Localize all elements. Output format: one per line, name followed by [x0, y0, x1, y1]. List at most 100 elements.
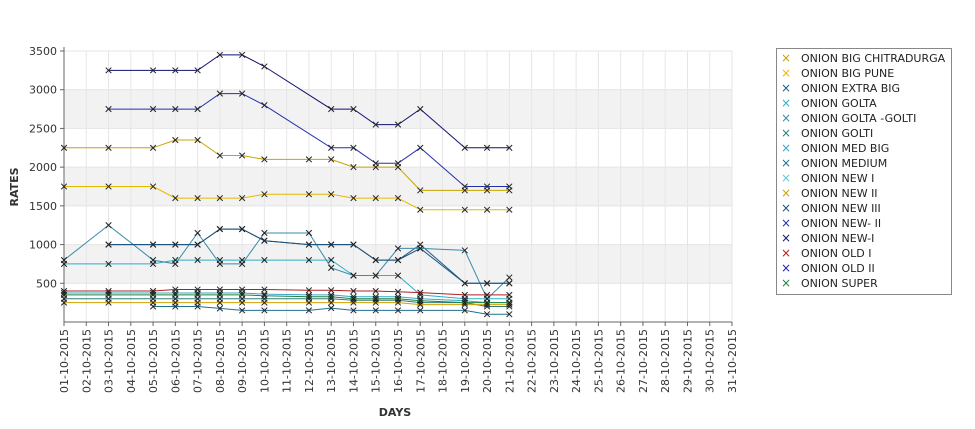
x-tick-label: 15-10-2015 [370, 329, 383, 393]
data-point-marker [394, 295, 402, 302]
data-point-marker [350, 307, 357, 314]
data-point-marker [328, 241, 335, 248]
data-point-marker [216, 225, 224, 233]
data-point-marker [194, 229, 201, 237]
x-tick-label: 13-10-2015 [325, 329, 338, 393]
legend-item: × ONION SUPER [777, 276, 951, 291]
legend-item: × ONION OLD I [777, 246, 951, 261]
data-point-marker [149, 241, 157, 248]
data-point-marker [305, 256, 313, 264]
data-point-marker [328, 191, 335, 198]
data-point-marker [105, 260, 112, 268]
data-point-marker [305, 229, 313, 237]
data-point-marker [305, 293, 313, 300]
data-point-marker [394, 256, 402, 264]
data-point-marker [461, 291, 468, 299]
data-point-marker [483, 206, 491, 213]
data-point-marker [483, 280, 491, 287]
legend-marker-icon: × [780, 216, 792, 230]
data-point-marker [394, 194, 402, 202]
data-point-marker [261, 229, 268, 237]
legend-marker-icon: × [780, 201, 792, 215]
data-point-marker [60, 144, 68, 151]
x-tick-label: 27-10-2015 [637, 329, 650, 393]
data-point-marker [350, 295, 357, 302]
data-point-marker [149, 144, 157, 151]
data-point-marker [350, 144, 357, 151]
legend-marker-icon: × [780, 66, 792, 80]
data-point-marker [238, 307, 246, 314]
x-tick-label: 07-10-2015 [192, 329, 205, 393]
data-point-marker [394, 288, 402, 295]
series-group [60, 222, 513, 302]
data-point-marker [372, 295, 379, 302]
legend-label: ONION NEW- II [801, 217, 882, 230]
data-point-marker [394, 307, 402, 314]
legend-label: ONION NEW I [801, 172, 875, 185]
data-point-marker [461, 299, 468, 306]
legend-marker-icon: × [780, 81, 792, 95]
data-point-marker [194, 286, 201, 293]
data-point-marker [483, 144, 491, 151]
data-point-marker [483, 291, 491, 299]
data-point-marker [372, 287, 379, 295]
legend-item: × ONION GOLTA [777, 96, 951, 111]
data-point-marker [172, 136, 179, 144]
series-lines [60, 51, 513, 318]
legend-item: × ONION GOLTA -GOLTI [777, 111, 951, 126]
series-group [60, 286, 513, 299]
data-point-marker [417, 144, 424, 151]
x-tick-label: 10-10-2015 [258, 329, 271, 393]
data-point-marker [261, 191, 268, 198]
data-point-marker [105, 291, 112, 299]
data-point-marker [506, 206, 513, 213]
data-point-marker [461, 307, 468, 314]
data-point-marker [394, 272, 402, 279]
data-point-marker [261, 292, 268, 299]
legend-marker-icon: × [780, 261, 792, 275]
legend-label: ONION EXTRA BIG [801, 82, 901, 95]
data-point-marker [216, 260, 224, 268]
data-point-marker [172, 67, 179, 74]
legend-item: × ONION EXTRA BIG [777, 81, 951, 96]
data-point-marker [172, 260, 179, 268]
data-point-marker [506, 183, 513, 190]
x-tick-label: 11-10-2015 [281, 329, 294, 393]
data-point-marker [194, 67, 201, 74]
x-tick-label: 17-10-2015 [414, 329, 427, 393]
x-tick-label: 12-10-2015 [303, 329, 316, 393]
x-tick-label: 30-10-2015 [704, 329, 717, 393]
legend-label: ONION BIG CHITRADURGA [801, 52, 946, 65]
legend-item: × ONION BIG CHITRADURGA [777, 51, 951, 66]
legend-marker-icon: × [780, 171, 792, 185]
x-tick-label: 06-10-2015 [169, 329, 182, 393]
x-tick-label: 28-10-2015 [659, 329, 672, 393]
data-point-marker [261, 156, 268, 163]
x-tick-label: 31-10-2015 [726, 329, 739, 393]
x-tick-label: 24-10-2015 [570, 329, 583, 393]
x-tick-label: 01-10-2015 [58, 329, 71, 393]
data-point-marker [461, 247, 468, 254]
x-tick-label: 16-10-2015 [392, 329, 405, 393]
data-point-marker [417, 307, 424, 314]
series-group [105, 90, 513, 190]
data-point-marker [105, 67, 112, 74]
legend-label: ONION NEW-I [801, 232, 875, 245]
data-point-marker [506, 291, 513, 299]
data-point-marker [216, 286, 224, 293]
data-point-marker [506, 144, 513, 151]
data-point-marker [328, 299, 335, 306]
data-point-marker [172, 194, 179, 202]
y-axis-title: RATES [8, 167, 21, 206]
data-point-marker [194, 105, 201, 113]
legend-label: ONION MED BIG [801, 142, 890, 155]
data-point-marker [350, 287, 357, 295]
data-point-marker [149, 105, 157, 113]
legend-label: ONION GOLTI [801, 127, 874, 140]
data-point-marker [60, 183, 68, 190]
data-point-marker [417, 289, 424, 296]
data-point-marker [328, 105, 335, 113]
data-point-marker [105, 183, 112, 190]
data-point-marker [216, 90, 224, 97]
data-point-marker [305, 307, 313, 314]
